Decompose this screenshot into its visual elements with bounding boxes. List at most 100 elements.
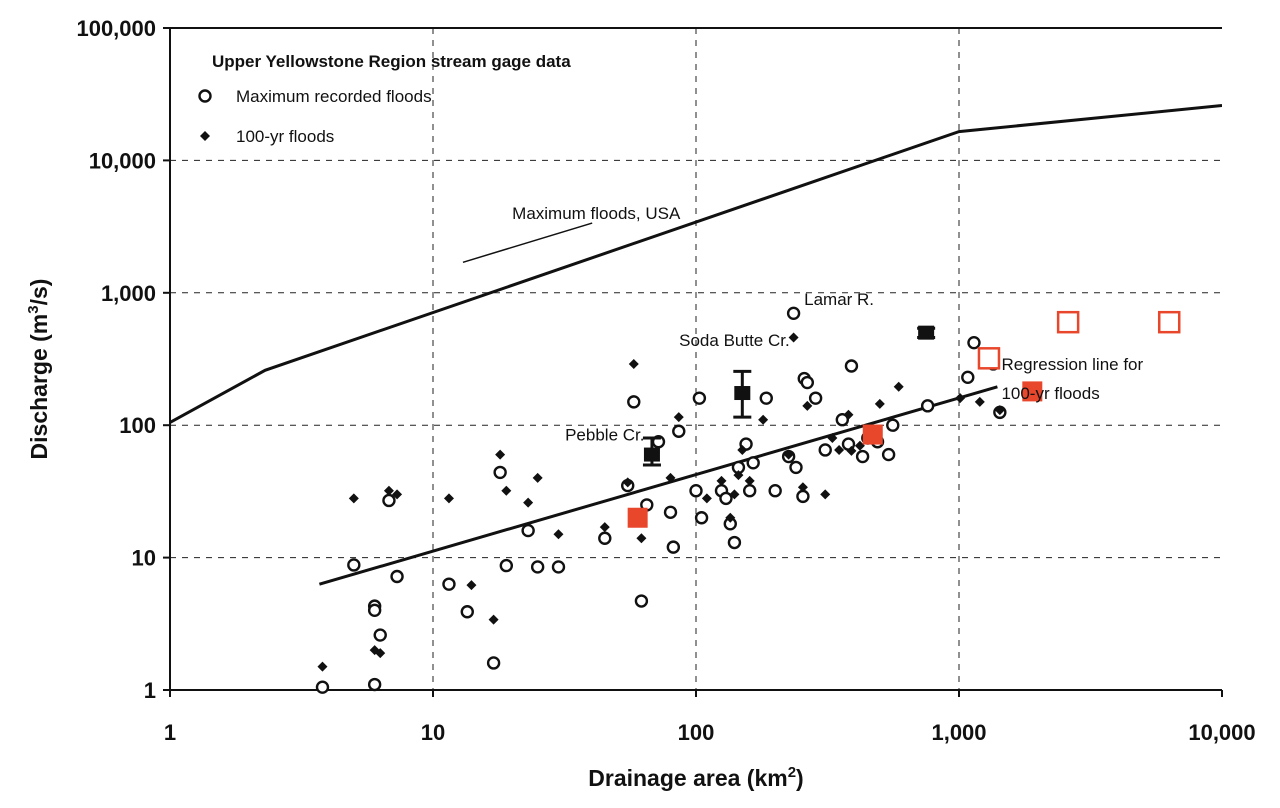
y-tick-label: 10,000 xyxy=(89,148,156,173)
max-flood-point xyxy=(844,359,859,373)
max-flood-point xyxy=(627,395,641,409)
max-flood-point xyxy=(786,306,801,321)
max-flood-point xyxy=(382,493,396,508)
error-bar-marker xyxy=(643,447,660,462)
hundred-yr-flood-point xyxy=(733,470,744,481)
max-flood-point xyxy=(499,558,514,573)
legend-entry-label: 100-yr floods xyxy=(236,127,334,146)
hundred-yr-flood-point xyxy=(846,445,857,456)
y-tick-label: 100,000 xyxy=(76,16,156,41)
hundred-yr-flood-point xyxy=(532,472,543,483)
hundred-yr-flood-point xyxy=(974,396,985,407)
max-flood-point xyxy=(920,399,935,413)
x-axis-title: Drainage area (km2) xyxy=(588,764,803,791)
y-tick-label: 1,000 xyxy=(101,281,156,306)
max-flood-point xyxy=(742,484,757,498)
max-flood-point xyxy=(818,443,832,457)
regression-line xyxy=(318,385,998,586)
x-tick-label: 100 xyxy=(678,720,715,745)
hundred-yr-flood-point xyxy=(383,485,394,496)
hundred-yr-flood-point xyxy=(375,648,386,659)
max-flood-point xyxy=(719,491,733,506)
hundred-yr-flood-point xyxy=(725,512,736,523)
max-flood-point xyxy=(530,560,545,574)
annotation-leader-line xyxy=(462,222,593,264)
hundred-yr-flood-point xyxy=(854,440,865,451)
max-flood-point xyxy=(347,558,361,572)
max-flood-point xyxy=(967,335,981,350)
hundred-yr-flood-point xyxy=(802,400,813,411)
max-flood-point xyxy=(961,370,975,385)
annotation-label: Maximum floods, USA xyxy=(512,204,681,223)
max-flood-point xyxy=(493,465,507,480)
max-flood-point xyxy=(663,505,678,519)
max-flood-point xyxy=(746,456,760,470)
max-flood-point xyxy=(367,677,382,692)
hundred-yr-flood-point xyxy=(599,522,610,533)
red-filled-square-point xyxy=(1022,381,1043,402)
legend-title: Upper Yellowstone Region stream gage dat… xyxy=(212,52,571,71)
hundred-yr-flood-point xyxy=(628,358,639,369)
hundred-yr-flood-point xyxy=(874,398,885,409)
annotation-label: Lamar R. xyxy=(804,290,874,309)
max-flood-point xyxy=(768,484,782,498)
max-flood-point xyxy=(886,418,900,432)
max-flood-point xyxy=(692,391,707,405)
hundred-yr-flood-point xyxy=(716,475,727,486)
hundred-yr-flood-point xyxy=(834,444,845,455)
max-flood-point xyxy=(727,535,742,550)
error-bar-point xyxy=(917,325,936,340)
hundred-yr-flood-point xyxy=(729,489,740,500)
error-bar-point xyxy=(733,369,752,419)
hundred-yr-flood-point xyxy=(994,405,1005,416)
error-bar-point xyxy=(642,436,661,467)
legend-diamond-marker xyxy=(200,131,210,141)
annotation-label: Regression line for xyxy=(1001,355,1143,374)
hundred-yr-flood-point xyxy=(317,661,328,672)
hundred-yr-flood-point xyxy=(392,489,403,500)
y-tick-label: 100 xyxy=(119,413,156,438)
max-flood-point xyxy=(367,603,382,617)
y-tick-label: 10 xyxy=(132,546,156,571)
max-flood-point xyxy=(460,605,474,619)
max-flood-point xyxy=(694,511,709,525)
red-open-square-point xyxy=(1157,310,1181,334)
max-flood-point xyxy=(759,391,773,405)
hundred-yr-flood-point xyxy=(488,614,499,625)
max-flood-point xyxy=(442,577,456,591)
x-tick-label: 1 xyxy=(164,720,176,745)
hundred-yr-flood-point xyxy=(501,485,512,496)
hundred-yr-flood-point xyxy=(701,493,712,504)
max-flood-point xyxy=(796,489,810,504)
max-flood-point xyxy=(800,375,815,390)
hundred-yr-flood-point xyxy=(737,444,748,455)
hundred-yr-flood-point xyxy=(665,472,676,483)
y-tick-label: 1 xyxy=(144,678,156,703)
hundred-yr-flood-point xyxy=(348,493,359,504)
error-bar-marker xyxy=(918,325,935,340)
error-bar-marker xyxy=(734,386,751,401)
max-flood-point xyxy=(672,424,686,438)
legend-entry-label: Maximum recorded floods xyxy=(236,87,432,106)
hundred-yr-flood-point xyxy=(523,497,534,508)
hundred-yr-flood-point xyxy=(553,529,564,540)
legend-circle-marker xyxy=(198,89,212,103)
hundred-yr-flood-point xyxy=(443,493,454,504)
max-flood-point xyxy=(835,413,850,427)
max-flood-point xyxy=(808,391,823,405)
hundred-yr-flood-point xyxy=(636,533,647,544)
hundred-yr-flood-point xyxy=(622,477,633,488)
max-flood-point xyxy=(521,523,535,538)
max-flood-point xyxy=(390,569,404,584)
max-flood-point xyxy=(373,628,387,642)
max-flood-point xyxy=(315,680,330,694)
annotation-label: Pebble Cr. xyxy=(565,426,644,445)
red-filled-square-point xyxy=(627,507,648,528)
hundred-yr-flood-point xyxy=(827,433,838,444)
hundred-yr-flood-point xyxy=(797,482,808,493)
hundred-yr-flood-point xyxy=(673,412,684,423)
x-tick-label: 1,000 xyxy=(931,720,986,745)
red-open-square-point xyxy=(1056,310,1080,334)
